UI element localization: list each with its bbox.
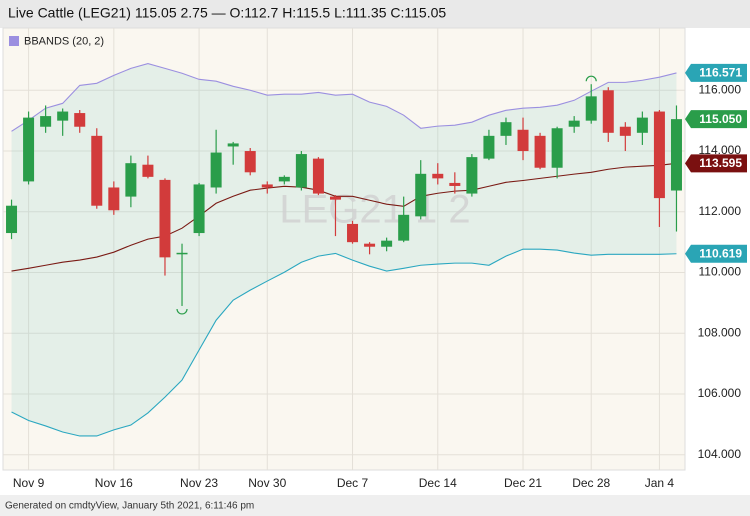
candle-body bbox=[517, 129, 529, 152]
value-badge bbox=[685, 110, 747, 129]
x-tick-label: Jan 4 bbox=[645, 476, 675, 490]
value-label: 115.050 bbox=[699, 112, 742, 126]
band-line bbox=[11, 162, 677, 272]
value-label: 110.619 bbox=[699, 246, 742, 260]
candle-body bbox=[636, 117, 648, 133]
low-marker bbox=[176, 308, 188, 315]
candle-body bbox=[500, 122, 512, 136]
candle-body bbox=[159, 179, 171, 258]
candle-body bbox=[57, 111, 69, 121]
candle-body bbox=[295, 154, 307, 188]
legend-label: BBANDS (20, 2) bbox=[24, 35, 104, 47]
candle-body bbox=[568, 120, 580, 127]
footer: Generated on cmdtyView, January 5th 2021… bbox=[5, 501, 254, 512]
candle-body bbox=[6, 205, 18, 234]
candle-body bbox=[125, 163, 137, 197]
value-badge bbox=[685, 63, 747, 82]
candle-body bbox=[619, 126, 631, 136]
value-badge bbox=[685, 154, 747, 173]
x-tick-label: Nov 30 bbox=[248, 476, 286, 490]
footer-bar bbox=[0, 495, 750, 516]
value-label: 116.571 bbox=[699, 66, 742, 80]
y-tick-label: 110.000 bbox=[699, 265, 742, 279]
band-fill bbox=[11, 63, 677, 436]
y-tick-label: 104.000 bbox=[698, 447, 742, 461]
y-tick-label: 114.000 bbox=[699, 143, 742, 157]
x-tick-label: Dec 7 bbox=[337, 476, 369, 490]
candle-body bbox=[40, 116, 52, 127]
candle-body bbox=[432, 173, 444, 179]
value-badge bbox=[685, 244, 747, 263]
candle-body bbox=[91, 135, 103, 206]
y-tick-label: 108.000 bbox=[698, 325, 742, 339]
x-tick-label: Dec 14 bbox=[419, 476, 457, 490]
candle-body bbox=[534, 135, 546, 168]
candle-body bbox=[653, 111, 665, 199]
candle-body bbox=[176, 252, 188, 255]
candle-body bbox=[398, 214, 410, 241]
candle-body bbox=[108, 187, 120, 211]
candle-body bbox=[227, 143, 239, 147]
candle-body bbox=[449, 182, 461, 186]
legend-swatch bbox=[9, 36, 19, 46]
header bbox=[0, 0, 750, 28]
y-tick-label: 112.000 bbox=[699, 204, 742, 218]
x-tick-label: Dec 28 bbox=[572, 476, 610, 490]
x-tick-label: Nov 9 bbox=[13, 476, 45, 490]
y-tick-label: 106.000 bbox=[698, 386, 742, 400]
candle-body bbox=[210, 152, 222, 188]
watermark: LEG21 1 2 bbox=[279, 188, 470, 232]
candle-body bbox=[193, 184, 205, 234]
high-marker bbox=[585, 75, 597, 82]
candle-body bbox=[312, 158, 324, 194]
band-line bbox=[11, 62, 677, 132]
candle-body bbox=[23, 117, 35, 182]
candle-body bbox=[381, 240, 393, 247]
candle-body bbox=[602, 90, 614, 133]
chart-title: Live Cattle (LEG21) 115.05 2.75 — O:112.… bbox=[8, 5, 446, 21]
x-tick-label: Nov 23 bbox=[180, 476, 218, 490]
candle-body bbox=[244, 151, 256, 173]
candle-body bbox=[364, 243, 376, 247]
candle-body bbox=[466, 157, 478, 194]
candle-body bbox=[551, 128, 563, 168]
candle-body bbox=[142, 164, 154, 177]
candle-body bbox=[347, 223, 359, 243]
candle-body bbox=[329, 196, 341, 200]
candle-body bbox=[415, 173, 427, 217]
candle-body bbox=[585, 96, 597, 121]
x-tick-label: Nov 16 bbox=[95, 476, 133, 490]
band-line bbox=[11, 248, 677, 437]
x-tick-label: Dec 21 bbox=[504, 476, 542, 490]
candle-body bbox=[74, 113, 86, 127]
candle-body bbox=[670, 119, 682, 191]
value-label: 113.595 bbox=[699, 156, 742, 170]
candle-body bbox=[278, 176, 290, 182]
candle-body bbox=[261, 184, 273, 188]
candle-body bbox=[483, 135, 495, 159]
y-tick-label: 116.000 bbox=[699, 82, 742, 96]
